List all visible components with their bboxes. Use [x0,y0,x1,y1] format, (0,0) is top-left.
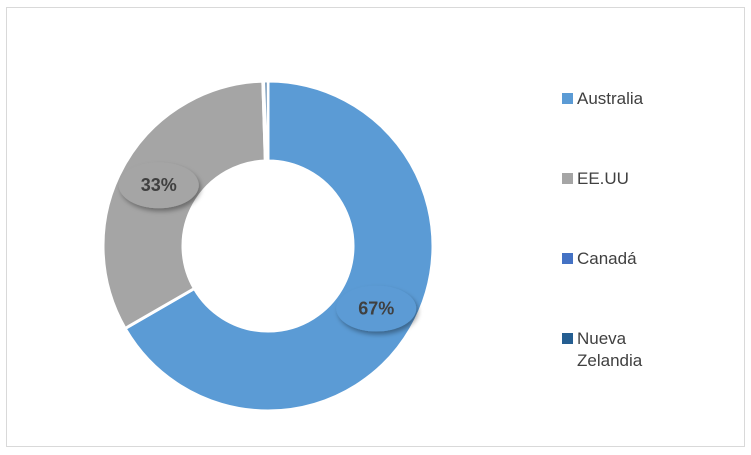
label-bubble [118,162,199,209]
legend-label: Nueva Zelandia [577,329,643,370]
legend-label: Australia [577,89,644,108]
data-label: 67% [358,298,394,318]
legend-label: EE.UU [577,169,629,188]
legend-swatch [562,253,573,264]
legend-item: Nueva Zelandia [562,328,692,408]
data-label: 33% [141,175,177,195]
donut-slice [101,79,267,331]
legend-item: EE.UU [562,168,692,248]
legend-label: Canadá [577,249,637,268]
legend-swatch [562,333,573,344]
legend-swatch [562,173,573,184]
legend: Australia EE.UU Canadá Nueva Zelandia [562,88,692,408]
legend-swatch [562,93,573,104]
legend-item: Canadá [562,248,692,328]
donut-slice [123,79,435,413]
donut-slice [262,79,270,163]
label-bubble [336,285,417,332]
legend-item: Australia [562,88,692,168]
